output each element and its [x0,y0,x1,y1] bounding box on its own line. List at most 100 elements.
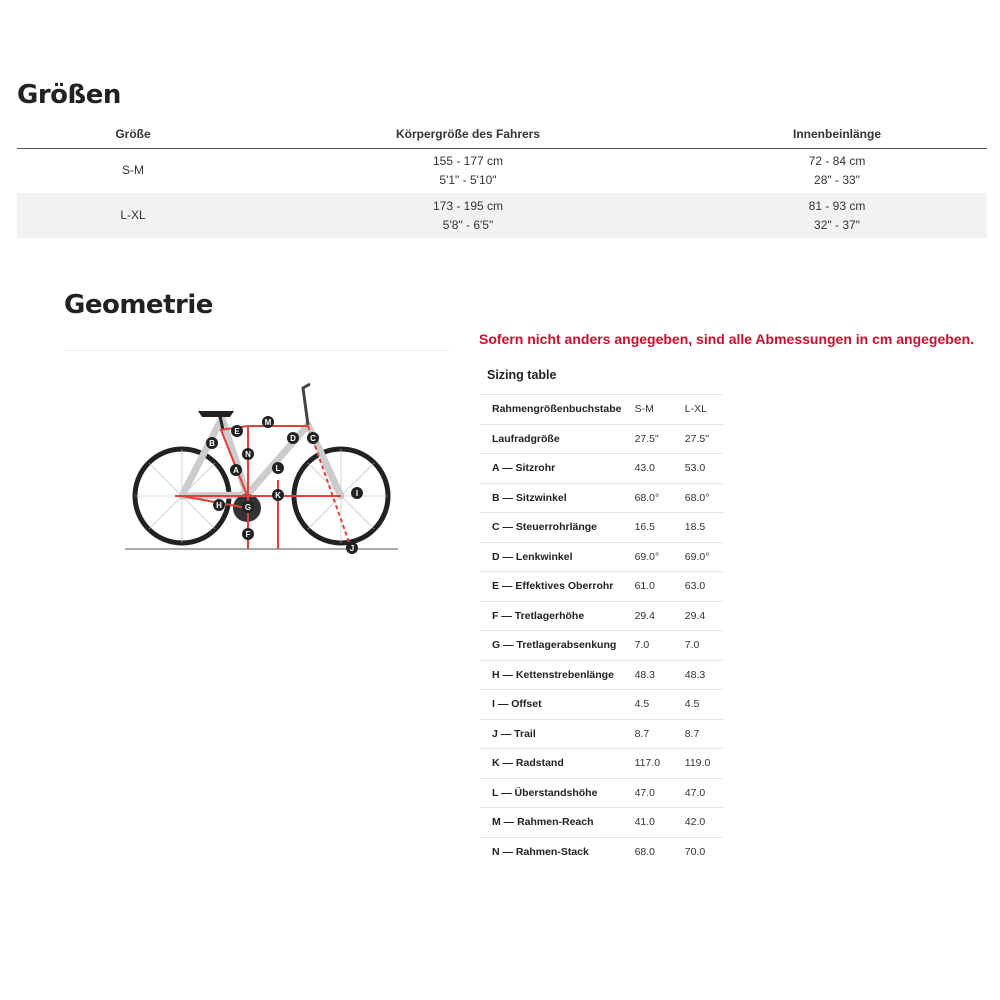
label-K: K [272,489,284,501]
svg-text:F: F [246,530,251,539]
col-inseam: Innenbeinlänge [687,120,987,149]
svg-text:C: C [310,434,316,443]
label-I: I [351,487,363,499]
geometry-row: A — Sitzrohr 43.0 53.0 [480,453,723,483]
geometry-label: N — Rahmen-Stack [480,836,623,867]
geometry-label: K — Radstand [480,748,623,778]
svg-text:E: E [234,427,240,436]
geometry-row: J — Trail 8.7 8.7 [480,718,723,749]
geometry-label: B — Sitzwinkel [480,482,623,513]
bike-geometry-diagram: A B C D E F G H I J K L M N [125,382,398,554]
geometry-row: Laufradgröße 27.5" 27.5" [480,423,723,454]
geometry-label: E — Effektives Oberrohr [480,571,623,601]
geometry-value: L-XL [672,394,723,424]
geometry-value: 63.0 [672,571,723,601]
geometry-row: K — Radstand 117.0 119.0 [480,748,723,778]
geometry-value: 47.0 [622,777,673,808]
geometry-value: 48.3 [672,659,723,690]
geometry-label: Laufradgröße [480,423,623,454]
geometry-value: 69.0° [622,541,673,572]
svg-text:I: I [356,489,358,498]
svg-text:H: H [216,501,222,510]
sizes-table: Größe Körpergröße des Fahrers Innenbeinlän… [17,120,987,238]
geometry-row: C — Steuerrohrlänge 16.5 18.5 [480,512,723,542]
label-D: D [287,432,299,444]
geometry-value: 7.0 [672,630,723,660]
col-size: Größe [17,120,249,149]
geometry-row: L — Überstandshöhe 47.0 47.0 [480,777,723,808]
geometry-value: 53.0 [672,453,723,483]
sizes-title: Größen [17,80,121,110]
geometry-value: 8.7 [672,718,723,749]
size: S-M [122,163,144,178]
geometry-label: H — Kettenstrebenlänge [480,659,623,690]
label-F: F [242,528,254,540]
label-E: E [231,425,243,437]
geometry-value: 29.4 [672,600,723,631]
geometry-value: 4.5 [622,689,673,719]
geometry-row: D — Lenkwinkel 69.0° 69.0° [480,541,723,572]
geometry-row: B — Sitzwinkel 68.0° 68.0° [480,482,723,513]
geometry-value: 4.5 [672,689,723,719]
geometry-value: 41.0 [622,807,673,837]
size-row: S-M 155 - 177 cm 5'1" - 5'10" 72 - 84 cm 28"… [17,148,987,193]
geometry-row: I — Offset 4.5 4.5 [480,689,723,719]
label-H: H [213,499,225,511]
geometry-label: Rahmengrößenbuchstabe [480,394,623,424]
label-M: M [262,416,274,428]
svg-text:B: B [209,439,215,448]
geometry-label: C — Steuerrohrlänge [480,512,623,542]
geometry-value: 29.4 [622,600,673,631]
svg-text:K: K [275,491,281,500]
geometry-value: 27.5" [672,423,723,454]
label-L: L [272,462,284,474]
geometry-value: 8.7 [622,718,673,749]
geometry-row: G — Tretlagerabsenkung 7.0 7.0 [480,630,723,660]
geometry-value: S-M [622,394,673,424]
geometry-value: 18.5 [672,512,723,542]
svg-text:D: D [290,434,296,443]
geometry-value: 68.0° [622,482,673,513]
inseam: 72 - 84 cm 28" - 33" [808,153,866,187]
geometry-label: A — Sitzrohr [480,453,623,483]
geometry-label: L — Überstandshöhe [480,777,623,808]
geometry-row: H — Kettenstrebenlänge 48.3 48.3 [480,659,723,690]
geometry-value: 48.3 [622,659,673,690]
geometry-label: M — Rahmen-Reach [480,807,623,837]
geometry-table: Rahmengrößenbuchstabe S-M L-XL Laufradgröße… [480,394,723,867]
geometry-value: 69.0° [672,541,723,572]
geometry-value: 43.0 [622,453,673,483]
svg-text:A: A [233,466,239,475]
inseam: 81 - 93 cm 32" - 37" [687,193,987,238]
sizing-table-title: Sizing table [487,368,557,382]
geometry-value: 7.0 [622,630,673,660]
rider-height: 155 - 177 cm 5'1" - 5'10" [432,153,504,187]
svg-text:L: L [276,464,281,473]
label-N: N [242,448,254,460]
geometry-row: Rahmengrößenbuchstabe S-M L-XL [480,394,723,424]
label-G: G [242,501,254,513]
geometry-value: 68.0 [622,836,673,867]
col-rider-height: Körpergröße des Fahrers [249,120,687,149]
geometry-value: 16.5 [622,512,673,542]
label-B: B [206,437,218,449]
geometry-row: N — Rahmen-Stack 68.0 70.0 [480,836,723,867]
geometry-value: 117.0 [622,748,673,778]
size: L-XL [17,193,249,238]
geometry-label: G — Tretlagerabsenkung [480,630,623,660]
label-J: J [346,542,358,554]
geometry-title: Geometrie [64,290,213,320]
geometry-value: 27.5" [622,423,673,454]
geometry-row: M — Rahmen-Reach 41.0 42.0 [480,807,723,837]
geometry-value: 61.0 [622,571,673,601]
label-A: A [230,464,242,476]
svg-text:M: M [265,418,272,427]
rider-height: 173 - 195 cm 5'8" - 6'5" [249,193,687,238]
units-note: Sofern nicht anders angegeben, sind alle… [479,331,975,347]
geometry-value: 47.0 [672,777,723,808]
geometry-label: J — Trail [480,718,623,749]
geometry-value: 42.0 [672,807,723,837]
label-C: C [307,432,319,444]
svg-text:J: J [350,544,354,553]
geometry-row: F — Tretlagerhöhe 29.4 29.4 [480,600,723,631]
